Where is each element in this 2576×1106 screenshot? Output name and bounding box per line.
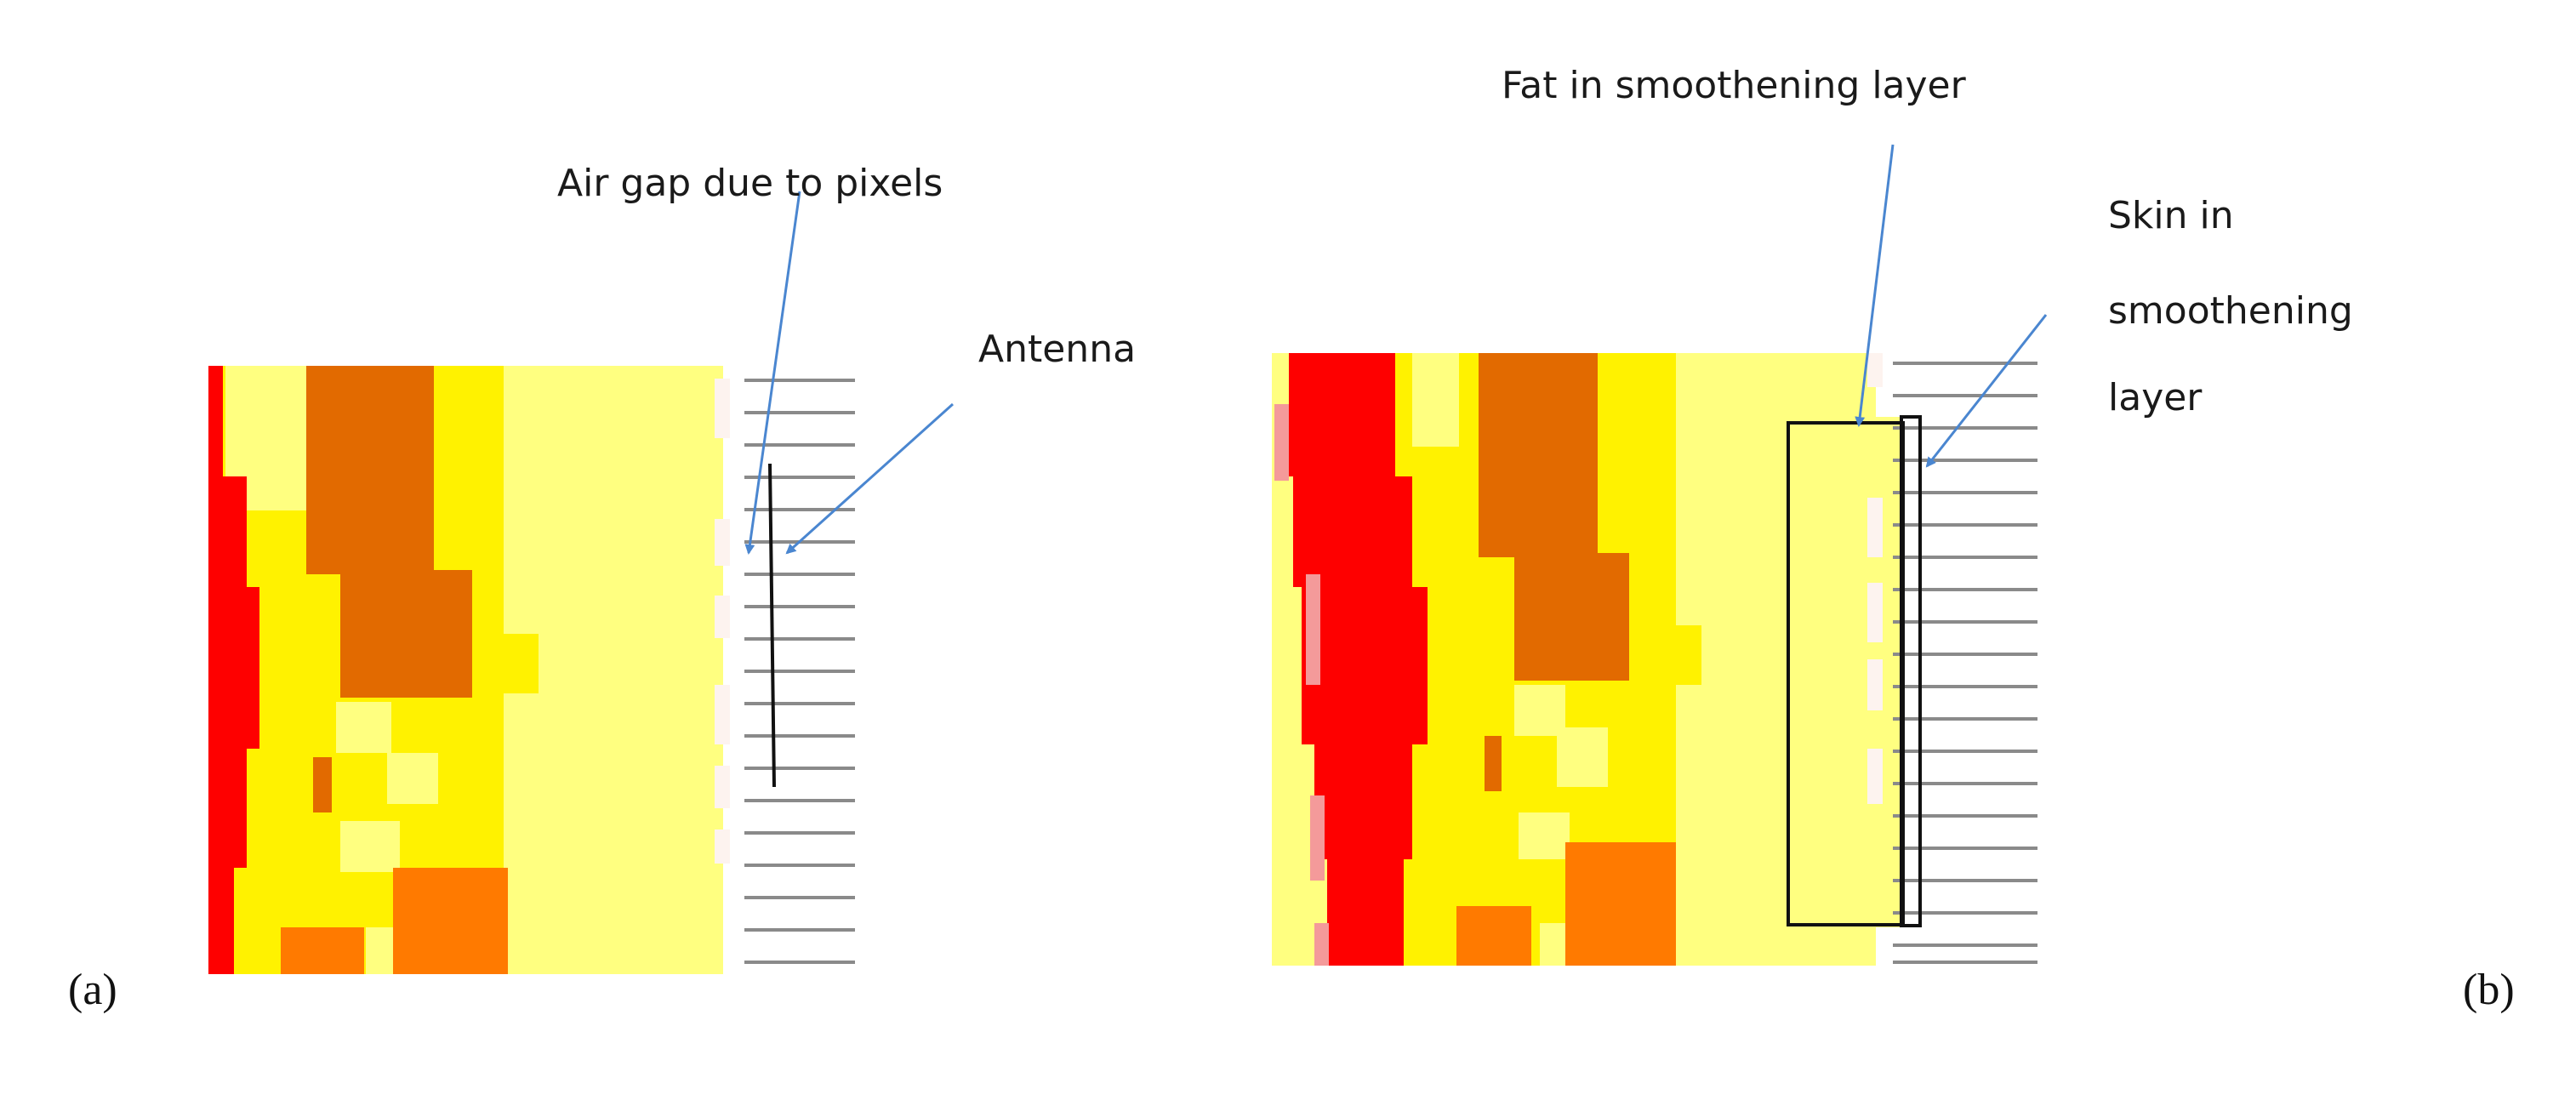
tissue-map-b [1272, 353, 1901, 966]
tissue-map-a [208, 366, 730, 974]
skin-smoothening-layer-outline [1900, 415, 1922, 927]
skin-annotation-line-1: Skin in [2108, 194, 2234, 237]
panel-b: Fat in smoothening layer Skin in smoothe… [1272, 64, 2515, 1014]
antenna-line-a [768, 463, 776, 788]
air-gap-arrow [744, 191, 801, 555]
antenna-arrow [785, 402, 955, 555]
air-gap-annotation: Air gap due to pixels [557, 162, 943, 205]
panel-a: Air gap due to pixels Antenna (a) [68, 162, 1136, 1014]
grid-lines-b [1893, 362, 2037, 964]
panel-a-label: (a) [68, 966, 117, 1014]
skin-annotation-line-2: smoothening [2108, 289, 2353, 333]
skin-annotation-line-3: layer [2108, 376, 2203, 419]
antenna-annotation: Antenna [978, 328, 1136, 371]
panel-b-label: (b) [2463, 966, 2515, 1014]
grid-lines-a [744, 379, 855, 964]
skin-arrow [1925, 314, 2048, 468]
fat-arrow [1855, 144, 1895, 427]
fat-annotation: Fat in smoothening layer [1502, 64, 1967, 107]
